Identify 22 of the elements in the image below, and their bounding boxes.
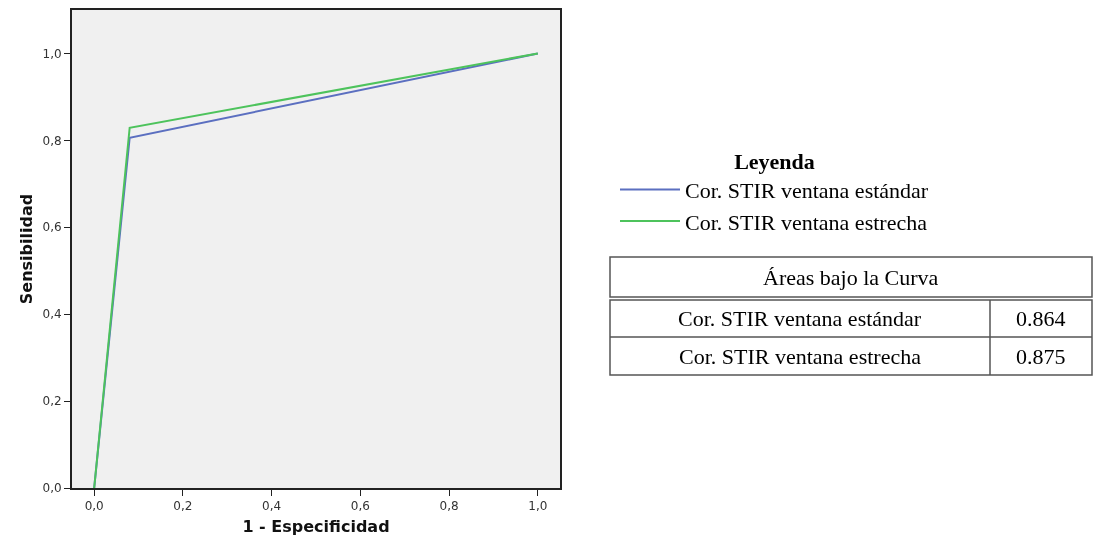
legend-label: Cor. STIR ventana estándar [685, 177, 929, 203]
x-axis-title: 1 - Especificidad [242, 516, 390, 536]
x-tick-label: 0,4 [262, 499, 282, 514]
x-tick-label: 1,0 [528, 499, 548, 514]
text: Cor. STIR ventana estándar [678, 306, 922, 331]
y-tick-label: 1,0 [42, 46, 62, 61]
y-tick-label: 0,0 [42, 481, 62, 496]
x-tick-label: 0,2 [173, 499, 193, 514]
legend-title: Leyenda [734, 148, 815, 174]
x-tick-label: 0,8 [439, 499, 459, 514]
y-axis-title: Sensibilidad [16, 193, 36, 305]
legend-label: Cor. STIR ventana estrecha [685, 209, 928, 235]
y-tick-label: 0,6 [42, 220, 62, 235]
text: Áreas bajo la Curva [763, 265, 939, 290]
text: 0.864 [1016, 306, 1066, 331]
x-tick-label: 0,6 [350, 499, 370, 514]
text: 0.875 [1016, 344, 1066, 369]
y-tick-label: 0,4 [42, 307, 62, 322]
x-tick-label: 0,0 [84, 499, 104, 514]
y-tick-label: 0,8 [42, 133, 62, 148]
text: Cor. STIR ventana estrecha [679, 344, 922, 369]
y-tick-label: 0,2 [42, 394, 62, 409]
